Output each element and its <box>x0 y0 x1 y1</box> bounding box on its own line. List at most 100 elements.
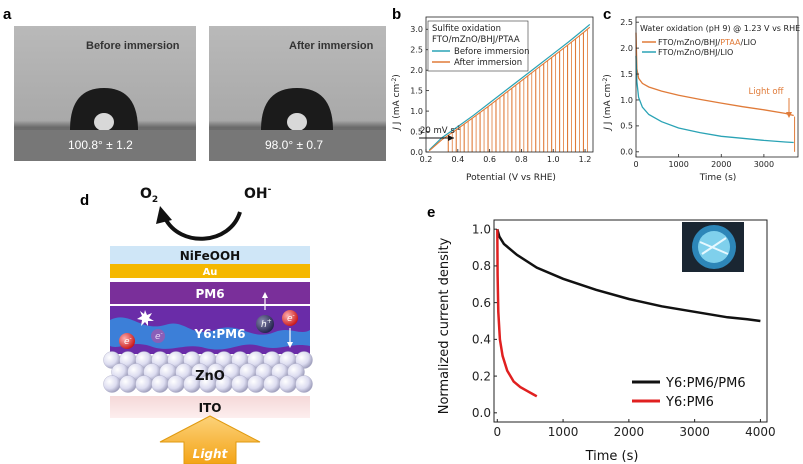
chart-b-legend-before: Before immersion <box>454 47 530 57</box>
zno-nanoparticle <box>263 375 281 393</box>
o2-label: O2 <box>140 186 158 205</box>
electron-ball-left <box>119 333 135 349</box>
chart-c-legend-lio: FTO/mZnO/BHJ/LIO <box>658 48 733 57</box>
hole-label: h+ <box>261 318 272 330</box>
zno-nanoparticle <box>167 375 185 393</box>
chart-e-ytick-label: 1.0 <box>472 222 491 236</box>
zno-nanoparticle <box>279 375 297 393</box>
electron-right-label: e- <box>287 312 295 324</box>
layer-ito-label: ITO <box>199 401 222 415</box>
angle-before: 100.8° ± 1.2 <box>68 138 133 152</box>
chart-b-xtick-label: 1.0 <box>547 155 560 164</box>
chart-c-ytick-label: 1.5 <box>620 70 633 79</box>
electron-ball-right <box>282 310 298 326</box>
oh-label: OH- <box>244 185 272 202</box>
chart-c-ylabel: J J (mA cm-2) <box>602 74 613 132</box>
chart-b-scan-arrowhead <box>448 135 454 141</box>
chart-c-ytick-label: 0.0 <box>620 148 633 157</box>
layer-nifeooh <box>110 246 310 264</box>
chart-c-xtick-label: 3000 <box>754 160 774 169</box>
chart-c-xtick-label: 2000 <box>711 160 731 169</box>
chart-e-ytick-label: 0.6 <box>472 296 491 310</box>
chart-b-xtick-label: 0.8 <box>515 155 528 164</box>
light-arrow-icon <box>159 415 261 464</box>
caption-before: Before immersion <box>86 40 180 52</box>
electron-faded-label: e- <box>155 330 163 342</box>
chart-b-ytick-label: 1.5 <box>410 86 423 95</box>
caption-after: After immersion <box>289 40 374 52</box>
chart-b-ylabel: J J (mA cm-2) <box>391 74 402 132</box>
chart-c-ytick-label: 2.0 <box>620 44 633 53</box>
chart-c-frame <box>635 16 799 158</box>
layer-zno-label: ZnO <box>195 369 225 384</box>
hole-arrowhead <box>262 292 268 298</box>
panel-label-d: d <box>80 192 90 209</box>
chart-e-xtick-label: 1000 <box>548 425 579 439</box>
chart-c-ytick-label: 1.0 <box>620 96 633 105</box>
chart-c-legend-ptaa: FTO/mZnO/BHJ/PTAA/LIO <box>658 38 756 47</box>
chart-e-ytick-label: 0.8 <box>472 259 491 273</box>
chart-b-xlabel: Potential (V vs RHE) <box>466 173 556 183</box>
chart-e-legend-bhj: Y6:PM6 <box>665 395 714 410</box>
zno-nanoparticle-layer <box>103 351 313 393</box>
chart-b-ytick-label: 0.0 <box>410 148 423 157</box>
angle-after: 98.0° ± 0.7 <box>265 138 324 152</box>
chart-c-series-lio <box>635 55 794 144</box>
chart-c-xtick-label: 1000 <box>668 160 688 169</box>
layer-y6pm6-label: Y6:PM6 <box>194 327 246 341</box>
chart-e-xtick-label: 3000 <box>679 425 710 439</box>
chart-b-frame <box>425 16 594 153</box>
chart-b-ytick-label: 1.0 <box>410 107 423 116</box>
zno-nanoparticle <box>135 375 153 393</box>
layer-pm6 <box>110 282 310 304</box>
chart-b-ytick-label: 2.5 <box>410 46 423 55</box>
panel-label-a: a <box>3 6 12 23</box>
chart-b-xtick-label: 1.2 <box>579 155 592 164</box>
chart-e-series-bilayer <box>496 228 761 323</box>
panel-label-e: e <box>427 204 436 221</box>
light-label: Light <box>193 447 229 461</box>
chart-c-light-off-arrowhead <box>786 112 792 118</box>
chart-c-ytick-label: 2.5 <box>620 18 633 27</box>
chart-e-ytick-label: 0.0 <box>472 406 491 420</box>
chart-b-series-before <box>428 23 591 151</box>
chart-b-ytick-label: 3.0 <box>410 25 423 34</box>
reaction-arrow <box>163 211 242 241</box>
chart-b-legend-after: After immersion <box>454 58 522 68</box>
zno-nanoparticle <box>119 375 137 393</box>
chart-e-xtick-label: 4000 <box>745 425 776 439</box>
chart-e-ytick-label: 0.4 <box>472 333 491 347</box>
chart-b-subtitle: FTO/mZnO/BHJ/PTAA <box>432 35 520 45</box>
reaction-arrowhead <box>156 206 172 224</box>
contact-angle-photo-after: After immersion 98.0° ± 0.7 <box>209 26 386 161</box>
hole-ball <box>256 315 274 333</box>
chart-b-scanrate: 20 mV s-1 <box>420 125 461 136</box>
droplet-before-image <box>14 26 196 161</box>
layer-ito <box>110 396 310 418</box>
chart-b-series-after <box>428 26 591 152</box>
panel-label-b: b <box>392 6 402 23</box>
chart-b: 0.2 0.4 0.6 0.8 1.0 1.20.00.51.01.52.02.53.0 … <box>391 16 594 183</box>
electron-ball-faded <box>151 329 165 343</box>
chart-b-ytick-label: 0.5 <box>410 127 423 136</box>
zno-nanoparticle <box>247 375 265 393</box>
chart-c-xlabel: Time (s) <box>699 173 737 183</box>
chart-e-series-bhj <box>496 229 538 398</box>
layer-au <box>110 264 310 278</box>
chart-c-xtick-label: 0 <box>633 160 638 169</box>
contact-angle-photo-before: Before immersion 100.8° ± 1.2 <box>14 26 196 161</box>
chart-c-series-ptaa <box>635 32 794 117</box>
chart-c-light-off: Light off <box>749 87 785 97</box>
chart-b-xtick-label: 0.6 <box>483 155 496 164</box>
exciton-star-icon <box>137 310 154 326</box>
device-photo-inset <box>682 222 744 272</box>
chart-e-frame <box>493 219 768 423</box>
zno-nanoparticle <box>295 375 313 393</box>
chart-c: 0 1000 2000 3000 0.0 0.5 1.0 1.5 2.0 2.5 Water ox… <box>602 16 800 183</box>
chart-c-title: Water oxidation (pH 9) @ 1.23 V vs RHE <box>640 24 800 33</box>
chart-e-xlabel: Time (s) <box>585 449 639 464</box>
panel-label-c: c <box>603 6 612 23</box>
chart-b-xtick-label: 0.2 <box>420 155 433 164</box>
layer-au-label: Au <box>203 267 218 278</box>
layer-nifeooh-label: NiFeOOH <box>180 249 240 263</box>
